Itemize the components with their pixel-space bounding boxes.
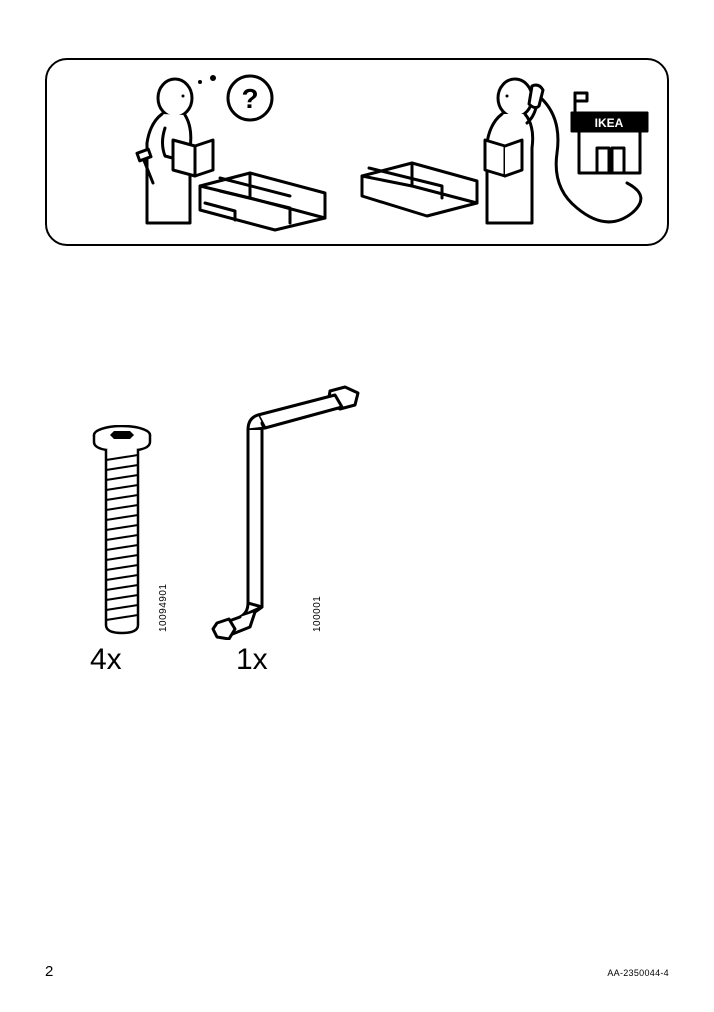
document-id: AA-2350044-4	[607, 968, 669, 978]
question-mark: ?	[241, 83, 258, 114]
help-scene-confused: ?	[65, 68, 360, 240]
help-scene-call-ikea: IKEA	[357, 68, 657, 240]
part-allen-key	[210, 385, 370, 640]
help-panel: ?	[45, 58, 669, 246]
part-qty-allen-key: 1x	[236, 643, 268, 677]
part-bolt	[90, 425, 160, 635]
page-number: 2	[45, 963, 53, 980]
part-code-bolt: 10094901	[158, 584, 169, 633]
ikea-store-label: IKEA	[595, 116, 624, 130]
part-qty-bolt: 4x	[90, 643, 122, 677]
part-code-allen-key: 100001	[312, 596, 323, 632]
